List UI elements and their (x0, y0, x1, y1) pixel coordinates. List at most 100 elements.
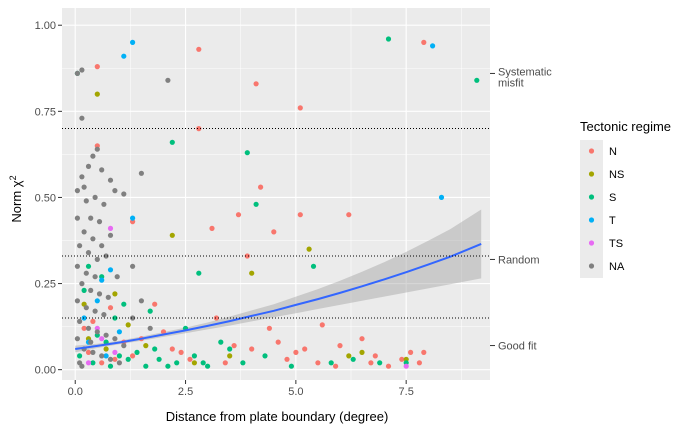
data-point-ns (103, 346, 109, 352)
data-point-na (77, 318, 83, 324)
data-point-na (99, 243, 105, 249)
data-point-t (94, 298, 100, 304)
data-point-n (81, 325, 87, 331)
data-point-n (169, 346, 175, 352)
data-point-ns (125, 322, 131, 328)
data-point-s (85, 263, 92, 269)
data-point-s (121, 301, 127, 307)
annotation-label: Good fit (498, 341, 537, 353)
data-point-na (85, 325, 92, 331)
data-point-na (138, 170, 144, 176)
data-point-n (112, 356, 118, 362)
legend-key-t (588, 217, 595, 223)
legend-key-ts (588, 240, 595, 246)
data-point-s (253, 201, 259, 207)
data-point-na (83, 198, 89, 204)
data-point-na (88, 287, 94, 293)
data-point-s (152, 346, 158, 352)
data-point-t (430, 43, 436, 49)
data-point-s (169, 139, 175, 145)
data-point-n (235, 212, 242, 218)
data-point-na (103, 332, 109, 338)
data-point-s (147, 308, 153, 314)
minor-grid (62, 8, 490, 380)
legend-key-n (588, 148, 595, 154)
data-point-na (94, 256, 100, 262)
data-point-na (99, 167, 105, 173)
data-point-na (112, 336, 118, 342)
data-point-n (253, 81, 259, 87)
data-point-n (359, 336, 365, 342)
data-point-n (222, 360, 228, 366)
smooth-line (75, 242, 482, 350)
data-point-na (94, 146, 100, 152)
data-point-na (81, 229, 87, 235)
y-axis-title-main: Norm χ (9, 180, 24, 222)
data-point-ts (403, 363, 409, 369)
data-point-s (474, 77, 480, 83)
legend-label-ns: NS (609, 169, 624, 181)
data-point-na (96, 219, 103, 225)
annotation-label: Random (498, 254, 540, 266)
data-point-na (92, 274, 98, 280)
data-point-n (99, 360, 105, 366)
data-point-n (385, 363, 392, 369)
annotation-label: misfit (498, 77, 524, 89)
data-point-na (74, 336, 80, 342)
data-point-n (302, 346, 308, 352)
data-point-ns (227, 353, 233, 359)
data-point-n (346, 212, 352, 218)
data-point-na (107, 232, 114, 238)
legend-label-na: NA (609, 261, 625, 273)
data-point-t (121, 53, 127, 59)
data-point-n (315, 360, 321, 366)
data-point-na (79, 363, 85, 369)
legend-label-n: N (609, 146, 617, 158)
data-point-na (74, 298, 80, 304)
y-axis-title: Norm χ2 (8, 175, 24, 222)
legend-key-s (588, 194, 595, 200)
data-point-na (130, 315, 136, 321)
data-point-n (337, 343, 343, 349)
data-point-s (196, 270, 202, 276)
data-point-na (94, 329, 100, 335)
data-point-ns (359, 349, 365, 355)
data-point-n (284, 356, 290, 362)
data-point-na (121, 191, 127, 197)
data-point-n (90, 318, 96, 324)
data-point-s (288, 363, 294, 369)
legend-key-ns (588, 171, 595, 177)
y-tick-label: 0.00 (35, 365, 56, 377)
x-tick-label: 0.0 (68, 386, 83, 398)
data-point-n (275, 339, 281, 345)
data-point-s (112, 315, 118, 321)
data-point-na (96, 291, 103, 297)
data-point-na (74, 188, 80, 194)
data-point-na (85, 163, 92, 169)
data-point-n (416, 360, 422, 366)
legend-items: N NS ST TS NA (588, 146, 625, 273)
data-point-s (116, 353, 122, 359)
legend-title: Tectonic regime (580, 119, 671, 134)
x-tick-label: 7.5 (399, 386, 414, 398)
data-point-na (121, 343, 127, 349)
data-point-n (258, 184, 264, 190)
data-point-s (77, 353, 83, 359)
data-point-na (138, 298, 144, 304)
data-point-s (174, 360, 180, 366)
data-point-n (297, 105, 303, 111)
y-tick-label: 0.75 (35, 106, 56, 118)
data-point-n (266, 325, 272, 331)
data-point-na (79, 115, 85, 121)
data-point-na (85, 250, 92, 256)
data-point-n (209, 225, 215, 231)
data-point-na (83, 305, 89, 311)
y-tick-label: 1.00 (35, 20, 56, 32)
data-point-na (77, 243, 83, 249)
data-point-n (333, 363, 339, 369)
data-point-na (74, 263, 80, 269)
legend-key-na (588, 263, 595, 269)
data-point-t (81, 315, 87, 321)
data-point-na (165, 77, 171, 83)
data-point-s (165, 363, 171, 369)
